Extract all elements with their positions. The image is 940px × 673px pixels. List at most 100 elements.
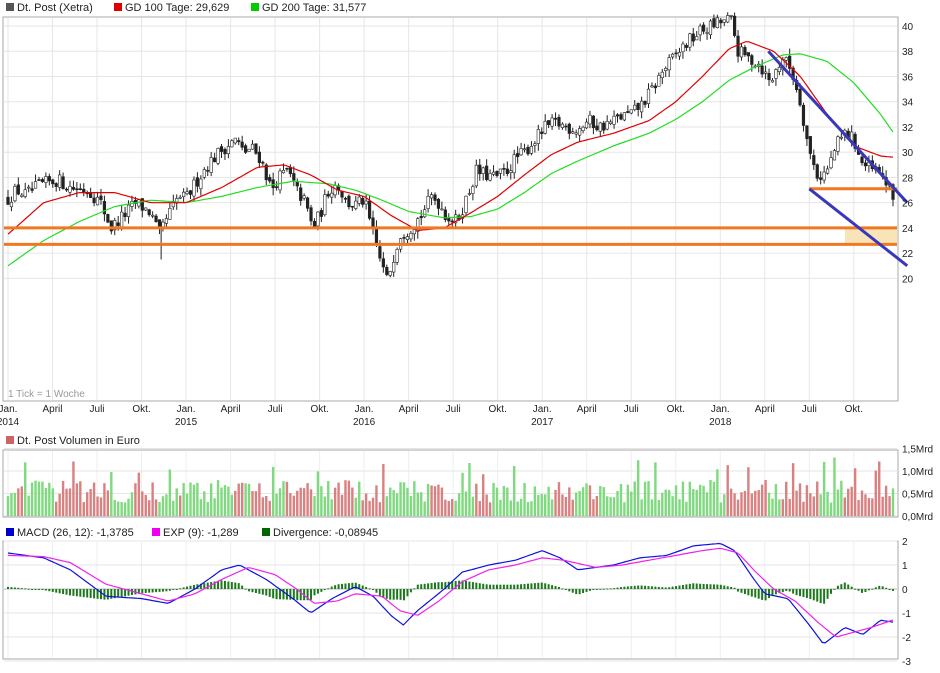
candle-body: [695, 36, 699, 41]
volume-bar: [640, 499, 643, 516]
macd-y-tick: -3: [902, 657, 911, 668]
candle-body: [836, 136, 840, 152]
volume-bar: [478, 501, 481, 516]
volume-bar: [743, 490, 747, 516]
divergence-bar: [148, 589, 151, 593]
divergence-bar: [695, 583, 698, 589]
volume-bar: [199, 499, 203, 516]
volume-bar: [433, 486, 437, 516]
volume-bar: [247, 483, 251, 516]
divergence-bar: [564, 589, 567, 590]
candle-body: [330, 192, 334, 198]
volume-y-tick: 0,5Mrd: [902, 490, 933, 501]
volume-bar: [24, 462, 27, 516]
divergence-bar: [158, 589, 161, 592]
x-tick-label: Juli: [802, 404, 817, 415]
volume-bar: [309, 489, 313, 516]
x-tick-label: April: [755, 404, 775, 415]
divergence-bar: [51, 589, 54, 592]
volume-bar: [736, 499, 740, 516]
divergence-bar: [506, 584, 509, 589]
exp-signal-line: [7, 547, 894, 638]
divergence-bar: [265, 589, 268, 596]
candle-body: [281, 170, 286, 174]
divergence-bar: [854, 588, 857, 590]
x-tick-label: Jan.: [355, 404, 374, 415]
candle-body: [557, 116, 561, 127]
price-y-tick: 30: [902, 148, 914, 159]
divergence-bar: [72, 589, 75, 596]
divergence-bar: [389, 589, 392, 600]
volume-bar: [192, 484, 196, 516]
volume-bar: [509, 500, 512, 516]
divergence-bar: [509, 584, 512, 589]
candle-body: [261, 161, 265, 164]
divergence-bar: [444, 582, 447, 589]
candle-body: [602, 122, 606, 131]
trend-line-1: [767, 50, 909, 204]
candle-body: [185, 191, 189, 195]
volume-bar: [636, 460, 640, 516]
volume-y-tick: 0,0Mrd: [902, 512, 933, 523]
divergence-bar: [492, 584, 495, 589]
volume-bar: [154, 499, 158, 516]
divergence-bar: [836, 585, 839, 589]
candle-body: [357, 196, 361, 204]
volume-bar: [513, 466, 516, 516]
x-tick-label: Juli: [90, 404, 105, 415]
divergence-bar: [151, 589, 154, 593]
candle-body: [381, 258, 385, 268]
volume-bar: [819, 494, 822, 516]
volume-bar: [79, 481, 82, 516]
volume-bar: [860, 490, 864, 516]
divergence-bar: [757, 589, 760, 599]
volume-bar: [650, 499, 654, 516]
macd-y-axis: -3 -2 -1 0 1 2: [902, 537, 911, 668]
candle-body: [271, 179, 275, 189]
volume-bar: [72, 461, 75, 516]
volume-bar: [34, 480, 37, 516]
candle-body: [295, 181, 299, 187]
legend-exp: EXP (9): -1,289: [163, 527, 239, 539]
volume-bar: [853, 468, 857, 516]
candle-body: [274, 186, 279, 188]
volume-bar: [99, 497, 103, 516]
volume-bar: [123, 502, 127, 516]
candle-body: [498, 168, 503, 174]
price-y-tick: 28: [902, 173, 914, 184]
volume-bar: [695, 489, 698, 516]
volume-bar: [237, 483, 240, 516]
candle-body: [230, 140, 234, 148]
divergence-bar: [719, 584, 722, 589]
candle-body: [237, 140, 241, 143]
volume-bar: [716, 469, 719, 516]
x-tick-label: Jan.: [711, 404, 730, 415]
divergence-bar: [37, 589, 40, 590]
volume-bar: [547, 486, 550, 516]
divergence-bar: [17, 587, 20, 589]
volume-bar: [30, 482, 34, 516]
volume-bar: [147, 500, 151, 516]
x-tick-year: 2014: [0, 417, 20, 428]
candle-body: [309, 207, 313, 222]
candle-body: [326, 193, 330, 197]
divergence-bar: [127, 589, 130, 596]
volume-bar: [75, 483, 79, 516]
volume-bar: [809, 493, 812, 516]
divergence-bar: [220, 580, 223, 589]
divergence-bar: [217, 580, 220, 589]
volume-bar: [585, 483, 588, 516]
candle-body: [113, 220, 117, 231]
divergence-bar: [544, 583, 547, 589]
volume-bar: [592, 499, 595, 516]
candle-body: [788, 55, 792, 69]
candle-body: [305, 197, 310, 209]
divergence-bar: [485, 584, 488, 589]
candle-body: [488, 173, 492, 181]
candle-body: [622, 112, 627, 121]
candle-body: [478, 164, 482, 175]
candle-body: [37, 179, 41, 181]
volume-bar: [654, 462, 657, 516]
volume-bar: [468, 463, 471, 516]
candle-body: [578, 128, 582, 136]
